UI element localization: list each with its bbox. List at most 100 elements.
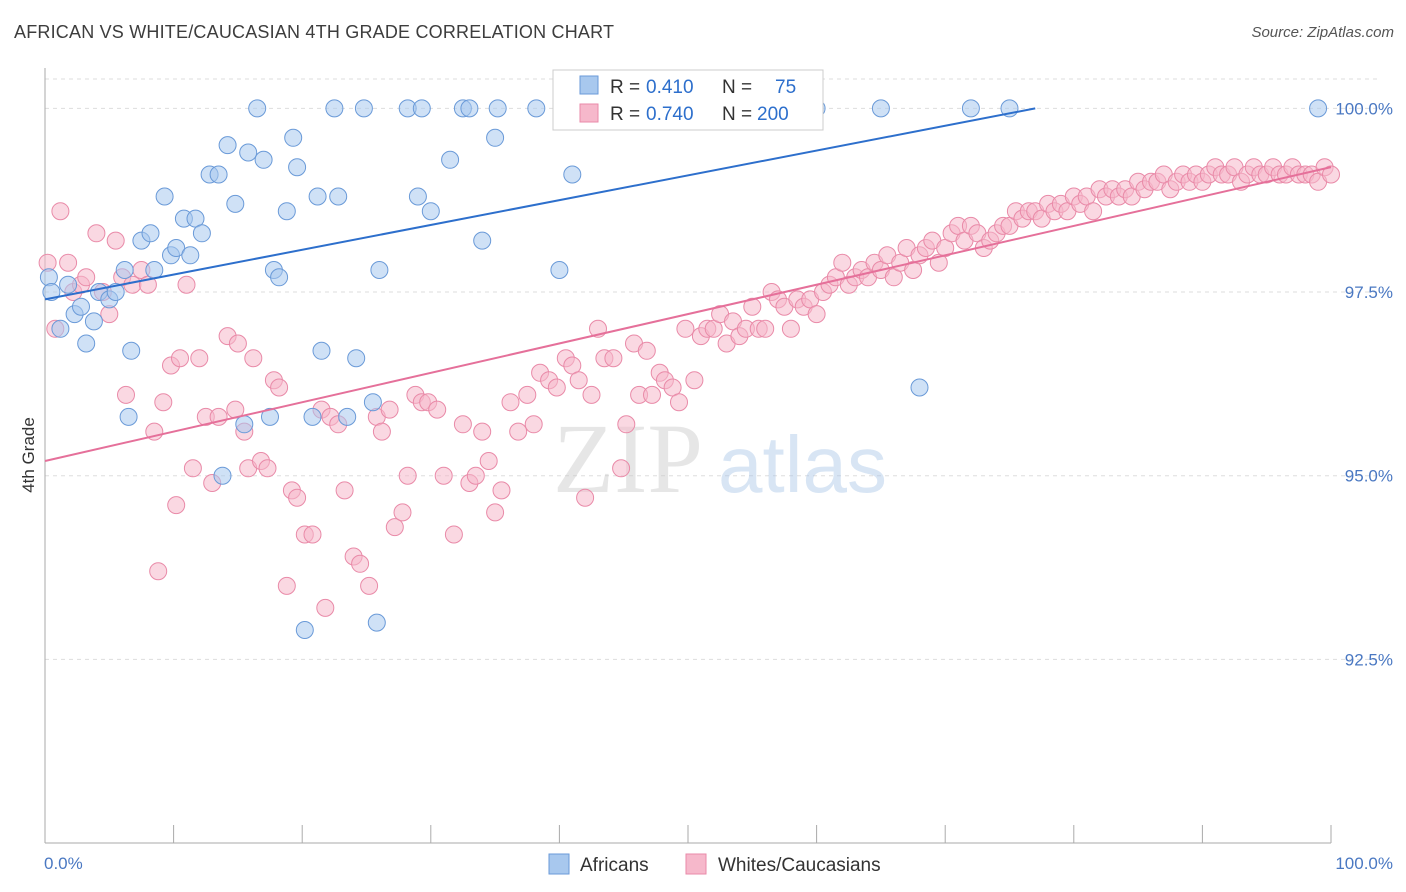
bottom-legend-swatch-africans xyxy=(548,853,570,875)
source-label: Source: ZipAtlas.com xyxy=(1251,24,1394,41)
y-tick-label: 97.5% xyxy=(1345,283,1393,302)
african-point xyxy=(218,136,237,155)
white-point xyxy=(444,525,463,544)
white-point xyxy=(582,385,601,404)
white-point xyxy=(676,319,695,338)
white-point xyxy=(492,481,511,500)
legend-swatch-africans xyxy=(579,75,599,95)
white-point xyxy=(756,319,775,338)
african-point xyxy=(141,224,160,243)
african-point xyxy=(1309,99,1328,118)
white-point xyxy=(167,496,186,515)
white-point xyxy=(360,576,379,595)
white-point xyxy=(87,224,106,243)
white-point xyxy=(106,231,125,250)
african-point xyxy=(213,466,232,485)
white-point xyxy=(380,400,399,419)
african-point xyxy=(303,407,322,426)
x-tick-label: 0.0% xyxy=(44,854,83,873)
white-point xyxy=(316,598,335,617)
white-point xyxy=(833,253,852,272)
african-point xyxy=(284,128,303,147)
white-point xyxy=(501,393,520,412)
white-point xyxy=(258,459,277,478)
white-trend-line xyxy=(44,166,1332,462)
legend-box: R = 0.410 N = 75 R = 0.740 N = 200 xyxy=(552,69,824,131)
african-point xyxy=(239,143,258,162)
african-point xyxy=(338,407,357,426)
african-point xyxy=(412,99,431,118)
african-point xyxy=(72,297,90,316)
african-point xyxy=(408,187,427,206)
african-point xyxy=(39,268,58,287)
white-point xyxy=(228,334,247,353)
legend-r-label-africans: R = xyxy=(610,77,640,98)
white-point xyxy=(524,415,543,434)
y-tick-label: 92.5% xyxy=(1345,650,1393,669)
african-point xyxy=(270,268,289,287)
axis-layer: 92.5% 95.0% 97.5% 100.0% 0.0% 100.0% xyxy=(44,68,1393,873)
african-point xyxy=(119,407,138,426)
african-point xyxy=(226,194,245,213)
y-tick-label: 100.0% xyxy=(1335,99,1393,118)
legend-n-value-whites: 200 xyxy=(757,104,789,125)
bottom-legend-whites: Whites/Caucasians xyxy=(718,855,881,876)
african-point xyxy=(367,613,386,632)
white-point xyxy=(277,576,296,595)
african-point xyxy=(308,187,327,206)
white-point xyxy=(1322,165,1340,184)
african-point xyxy=(167,239,186,257)
white-point xyxy=(428,400,447,419)
african-point xyxy=(488,99,507,118)
african-point xyxy=(59,275,78,294)
african-point xyxy=(550,261,569,279)
white-point xyxy=(617,415,636,434)
white-point xyxy=(453,415,472,434)
trend-layer xyxy=(44,107,1332,462)
african-trend-line xyxy=(44,107,1036,301)
points-layer xyxy=(38,99,1340,639)
african-point xyxy=(961,99,980,118)
white-point xyxy=(244,349,263,368)
african-point xyxy=(486,128,505,147)
white-point xyxy=(473,422,492,441)
african-point xyxy=(441,150,460,169)
white-point xyxy=(643,385,661,404)
x-tick-label: 100.0% xyxy=(1335,854,1393,873)
legend-r-value-whites: 0.740 xyxy=(646,104,694,125)
african-point xyxy=(563,165,582,184)
white-point xyxy=(372,422,391,441)
bottom-legend-swatch-whites xyxy=(685,853,707,875)
white-point xyxy=(77,268,96,287)
african-point xyxy=(115,261,134,279)
white-point xyxy=(509,422,528,441)
african-point xyxy=(910,378,929,397)
white-point xyxy=(154,393,173,412)
african-point xyxy=(51,319,70,338)
legend-n-label-whites: N = xyxy=(722,104,752,125)
white-point xyxy=(670,393,688,412)
white-point xyxy=(1084,202,1103,221)
african-point xyxy=(122,341,141,360)
african-point xyxy=(460,99,479,118)
white-point xyxy=(685,371,704,390)
african-point xyxy=(871,99,890,118)
white-point xyxy=(486,503,505,522)
white-point xyxy=(303,525,322,544)
chart-title: AFRICAN VS WHITE/CAUCASIAN 4TH GRADE COR… xyxy=(14,22,615,42)
african-point xyxy=(248,99,267,118)
legend-swatch-whites xyxy=(579,103,599,123)
y-axis-label: 4th Grade xyxy=(19,417,38,493)
african-point xyxy=(254,150,273,169)
white-point xyxy=(335,481,354,500)
white-point xyxy=(807,305,826,324)
white-point xyxy=(183,459,202,478)
white-point xyxy=(393,503,412,522)
african-point xyxy=(473,231,492,250)
african-point xyxy=(145,261,164,279)
african-point xyxy=(370,261,389,279)
african-point xyxy=(192,224,211,243)
african-point xyxy=(155,187,174,206)
white-point xyxy=(569,371,588,390)
white-point xyxy=(466,466,485,485)
